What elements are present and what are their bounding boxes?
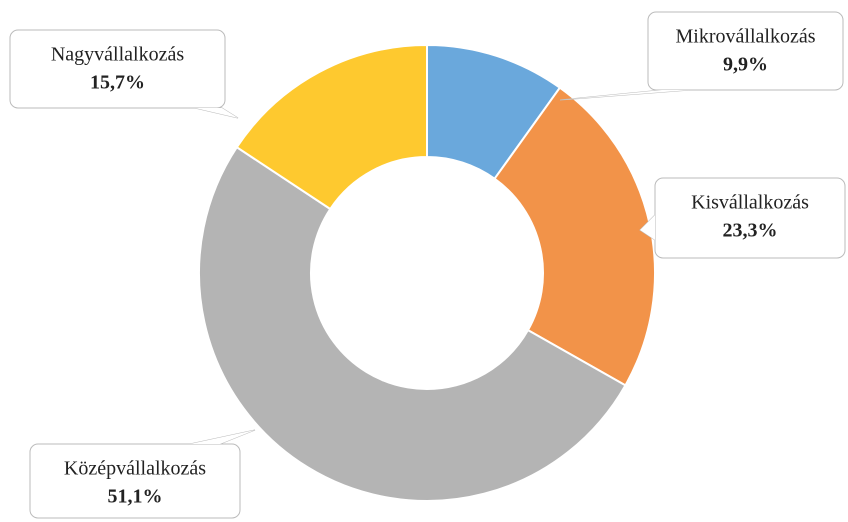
value-label: 15,7%: [90, 72, 145, 94]
category-label: Mikrovállalkozás: [676, 26, 816, 48]
callout-pointer-fill: [640, 215, 655, 240]
callout-box: [647, 11, 844, 91]
callout-pointer-fill: [190, 430, 255, 444]
callout-box: [654, 177, 846, 259]
callout-pointer-fill: [195, 108, 238, 118]
callout-pointer-fill: [560, 90, 690, 100]
value-label: 51,1%: [108, 486, 163, 508]
category-label: Középvállalkozás: [64, 458, 206, 480]
value-label: 9,9%: [723, 54, 768, 76]
value-label: 23,3%: [723, 220, 778, 242]
donut-slice: [198, 145, 627, 502]
callout-box: [29, 443, 241, 519]
category-label: Nagyvállalkozás: [51, 44, 184, 66]
category-label: Kisvállalkozás: [691, 192, 809, 214]
donut-slice: [235, 43, 428, 211]
donut-slice: [493, 86, 656, 387]
callout-box: [9, 29, 226, 109]
